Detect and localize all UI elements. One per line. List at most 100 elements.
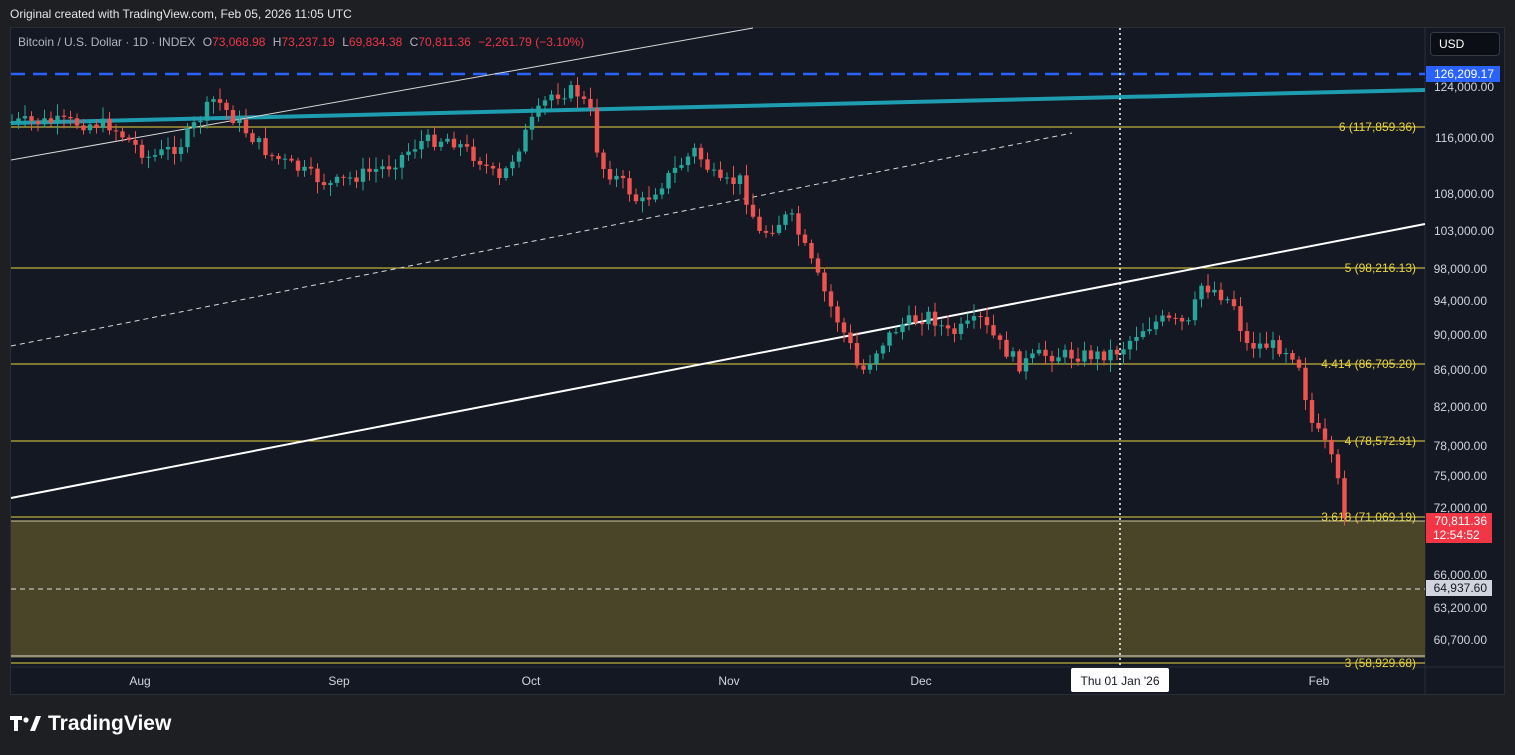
candle-body (835, 306, 840, 323)
candle-body (887, 332, 892, 346)
candle-body (893, 332, 899, 334)
candle-body (419, 141, 424, 150)
low-value: 69,834.38 (348, 35, 403, 49)
candle-body (1166, 315, 1172, 318)
candle-body (555, 94, 561, 99)
symbol-name[interactable]: Bitcoin / U.S. Dollar · 1D · INDEX (18, 35, 196, 49)
candle-body (224, 102, 229, 110)
candlestick-series (9, 77, 1347, 526)
currency-selector[interactable]: USD (1430, 32, 1500, 56)
candle-body (328, 182, 333, 186)
top-level-value: 126,209.17 (1434, 67, 1494, 81)
channel-top-line[interactable] (10, 27, 754, 161)
candle-body (445, 138, 450, 142)
candle-body (146, 156, 151, 158)
candle-body (438, 141, 444, 147)
candle-body (204, 101, 210, 121)
time-tick: Feb (1309, 674, 1330, 688)
candle-body (666, 172, 671, 189)
time-tick: Dec (910, 674, 931, 688)
candle-body (1030, 353, 1035, 359)
last-price-badge (1426, 513, 1492, 543)
candle-body (61, 115, 67, 117)
candle-body (594, 107, 600, 153)
candle-body (133, 139, 138, 145)
candle-body (354, 177, 359, 182)
candle-body (477, 160, 483, 165)
cyan-trend-line[interactable] (10, 88, 1426, 125)
candle-body (1036, 349, 1042, 354)
candle-body (139, 144, 145, 158)
candle-body (100, 118, 106, 129)
time-tick: Nov (718, 674, 739, 688)
price-tick: 72,000.00 (1434, 501, 1488, 515)
candle-body (503, 168, 509, 178)
close-label: C (409, 35, 419, 49)
price-tick: 103,000.00 (1434, 224, 1494, 238)
candle-body (230, 109, 236, 123)
crosshair-date-badge (1071, 668, 1169, 692)
candle-body (334, 176, 340, 183)
candle-body (42, 118, 47, 125)
candle-body (633, 194, 639, 202)
candle-body (568, 85, 574, 99)
price-tick: 60,700.00 (1434, 633, 1488, 647)
candle-body (939, 325, 944, 327)
candle-body (256, 138, 262, 143)
candle-body (672, 167, 678, 173)
candle-body (809, 243, 814, 259)
candle-body (880, 345, 886, 354)
candle-body (770, 232, 775, 234)
candle-body (360, 168, 366, 182)
candle-body (802, 234, 808, 244)
candle-body (861, 365, 866, 370)
candle-body (302, 166, 307, 171)
candle-body (510, 161, 515, 169)
candle-body (562, 98, 567, 100)
candle-body (607, 168, 613, 180)
candle-body (685, 156, 691, 166)
candle-body (1186, 320, 1191, 322)
candle-body (295, 160, 301, 171)
candle-body (1173, 317, 1178, 319)
candle-body (1335, 454, 1341, 479)
candle-body (640, 197, 645, 202)
channel-bottom-line[interactable] (10, 223, 1426, 499)
candle-body (692, 147, 697, 157)
candle-body (1329, 439, 1334, 455)
candle-body (412, 149, 418, 152)
candle-body (614, 175, 619, 180)
price-tick: 78,000.00 (1434, 439, 1488, 453)
candle-body (1205, 285, 1211, 293)
candle-body (1043, 349, 1048, 356)
candle-body (757, 216, 762, 231)
candle-body (991, 325, 996, 336)
fib-label-6: 6 (117,859.36) (1339, 120, 1416, 134)
candle-body (1316, 422, 1321, 429)
fib-label-3: 3 (58,929.68) (1345, 656, 1416, 670)
candle-body (1017, 351, 1022, 372)
candle-body (172, 146, 177, 154)
candle-body (874, 353, 879, 364)
candle-body (919, 322, 925, 325)
candle-body (87, 124, 93, 131)
candle-body (926, 311, 931, 325)
candle-body (1023, 358, 1029, 372)
candle-body (315, 168, 320, 183)
open-label: O (202, 35, 213, 49)
candle-body (620, 175, 626, 179)
symbol-legend: Bitcoin / U.S. Dollar · 1D · INDEX O73,0… (18, 35, 584, 49)
candle-body (1296, 359, 1302, 368)
channel-mid-line[interactable] (10, 132, 1073, 347)
candle-body (55, 115, 60, 123)
candle-body (783, 214, 788, 225)
candle-body (237, 119, 242, 123)
candle-body (243, 119, 249, 134)
candle-body (347, 177, 353, 179)
candle-body (997, 335, 1003, 340)
time-tick: Sep (328, 674, 350, 688)
top-level-badge (1426, 66, 1500, 82)
candle-body (1199, 285, 1204, 300)
candle-body (718, 169, 723, 178)
